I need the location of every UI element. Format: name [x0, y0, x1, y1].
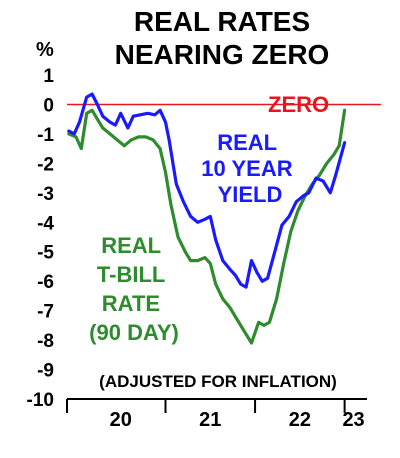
y-tick-label: -10 [27, 390, 54, 411]
y-tick-label: -5 [37, 243, 54, 264]
series-label-real-t-bill-rate: REAL T-BILL RATE (90 DAY) [89, 233, 179, 345]
x-tick-label: 21 [199, 409, 221, 431]
chart-title-line-2: NEARING ZERO [115, 39, 330, 70]
y-tick-label: -6 [37, 272, 54, 293]
x-axis: 20 21 22 23 [66, 398, 367, 431]
y-tick-label: -9 [37, 361, 54, 382]
y-tick-label: -1 [37, 125, 54, 146]
series-line-real-t-bill-rate [67, 108, 347, 345]
y-tick-label: -2 [37, 154, 54, 175]
y-axis-ticks: 1 0 -1 -2 -3 -4 -5 -6 -7 -8 -9 -10 [27, 66, 55, 411]
series-label-line: (90 DAY) [89, 320, 179, 345]
series-label-line: 10 YEAR [201, 156, 292, 181]
x-tick-label: 20 [110, 409, 132, 431]
series-label-line: T-BILL [97, 262, 165, 287]
y-tick-label: -3 [37, 184, 54, 205]
y-tick-label: -4 [37, 213, 54, 234]
y-tick-label: -7 [37, 302, 54, 323]
x-tick-label: 22 [289, 409, 311, 431]
series-label-real-10-year-yield: REAL 10 YEAR YIELD [201, 130, 298, 207]
series-label-line: YIELD [218, 182, 283, 207]
x-tick-label: 23 [342, 409, 364, 431]
y-tick-label: 0 [43, 95, 54, 116]
series-label-line: REAL [217, 130, 277, 155]
series-lines [67, 92, 347, 345]
y-unit-label: % [36, 39, 54, 61]
series-label-line: REAL [101, 233, 161, 258]
chart-title-line-1: REAL RATES [134, 6, 310, 37]
y-tick-label: 1 [43, 66, 54, 87]
zero-line-label: ZERO [268, 92, 329, 117]
inflation-annotation: (ADJUSTED FOR INFLATION) [99, 372, 337, 391]
y-tick-label: -8 [37, 331, 54, 352]
series-line-real-10-year-yield [67, 92, 347, 289]
series-label-line: RATE [102, 291, 160, 316]
